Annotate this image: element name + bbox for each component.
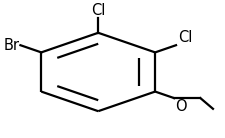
Text: Cl: Cl xyxy=(178,30,192,45)
Text: O: O xyxy=(174,99,186,114)
Text: Br: Br xyxy=(3,38,19,53)
Text: Cl: Cl xyxy=(91,3,105,18)
